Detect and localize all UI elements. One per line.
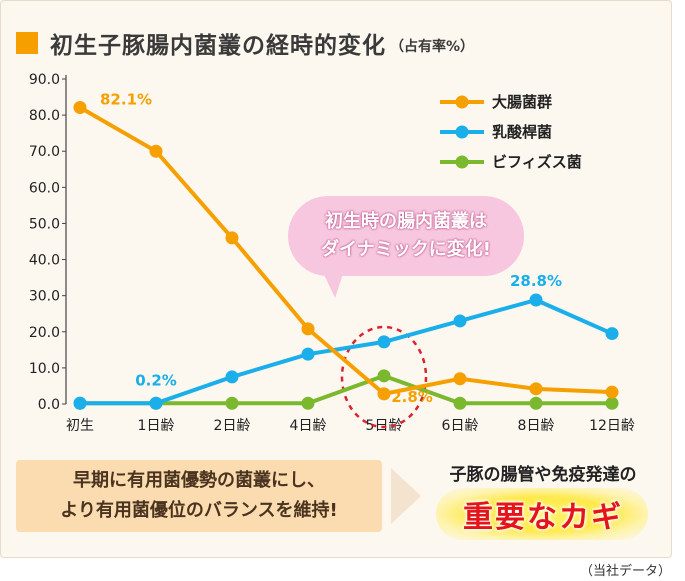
data-point	[301, 396, 315, 410]
x-tick-label: 1日齢	[138, 418, 175, 434]
title-marker-icon	[16, 32, 38, 54]
summary-line-1: 早期に有用菌優勢の菌叢にし、	[73, 470, 325, 491]
legend-marker	[455, 155, 469, 169]
chart-title: 初生子豚腸内菌叢の経時的変化	[50, 33, 386, 59]
data-point	[529, 293, 543, 307]
data-point	[73, 396, 87, 410]
legend-marker	[455, 95, 469, 109]
x-tick-label: 8日齢	[518, 418, 555, 434]
data-point	[225, 396, 239, 410]
callout-line-2: ダイナミックに変化!	[321, 239, 491, 260]
key-message: 子豚の腸管や免疫発達の 重要なカギ	[420, 456, 666, 546]
legend-marker	[455, 125, 469, 139]
series-line	[79, 105, 613, 396]
x-tick-label: 12日齢	[589, 418, 635, 434]
summary-box: 早期に有用菌優勢の菌叢にし、 より有用菌優位のバランスを維持!	[16, 460, 382, 532]
y-tick-label: 50.0	[29, 216, 60, 232]
data-point	[149, 144, 163, 158]
data-label: 28.8%	[510, 272, 562, 290]
y-tick-label: 40.0	[29, 253, 60, 269]
x-tick-label: 4日齢	[290, 418, 327, 434]
y-tick-label: 10.0	[29, 361, 60, 377]
callout-bubble: 初生時の腸内菌叢は ダイナミックに変化!	[288, 196, 524, 276]
data-label: 0.2%	[135, 371, 177, 389]
data-label: 2.8%	[391, 388, 433, 406]
y-tick-label: 90.0	[29, 72, 60, 88]
y-tick-label: 0.0	[38, 397, 60, 413]
data-point	[301, 347, 315, 361]
data-point	[377, 335, 391, 349]
data-point	[605, 396, 619, 410]
data-point	[529, 396, 543, 410]
data-point	[453, 372, 467, 386]
series-line	[80, 298, 613, 406]
x-tick-label: 2日齢	[214, 418, 251, 434]
data-point	[453, 396, 467, 410]
data-label: 82.1%	[100, 91, 152, 109]
data-point	[225, 231, 239, 245]
legend-label: 乳酸桿菌	[492, 123, 552, 141]
y-tick-label: 20.0	[29, 325, 60, 341]
data-point	[605, 385, 619, 399]
key-main-text: 重要なカギ	[463, 500, 623, 535]
data-point	[529, 382, 543, 396]
chart-subtitle: （占有率%）	[390, 39, 475, 55]
chart-header: 初生子豚腸内菌叢の経時的変化 （占有率%）	[16, 26, 474, 60]
data-point	[225, 370, 239, 384]
data-point	[73, 101, 87, 115]
arrow-right-icon	[391, 468, 421, 524]
source-note: （当社データ）	[579, 564, 671, 579]
callout-line-1: 初生時の腸内菌叢は	[325, 211, 487, 232]
data-point	[605, 327, 619, 341]
data-point	[377, 369, 391, 383]
x-tick-label: 初生	[66, 417, 94, 434]
y-tick-label: 80.0	[29, 108, 60, 124]
data-point	[453, 314, 467, 328]
legend-label: ビフィズス菌	[492, 153, 582, 171]
series-line	[80, 373, 612, 406]
highlight-ellipse	[340, 325, 428, 429]
x-tick-label: 6日齢	[442, 418, 479, 434]
legend-label: 大腸菌群	[492, 93, 552, 111]
key-highlight-glow	[436, 488, 648, 540]
data-point	[377, 387, 391, 401]
data-point	[149, 396, 163, 410]
key-subtitle: 子豚の腸管や免疫発達の	[449, 465, 637, 485]
y-tick-label: 60.0	[29, 180, 60, 196]
summary-line-2: より有用菌優位のバランスを維持!	[60, 500, 338, 521]
data-point	[301, 322, 315, 336]
y-tick-label: 70.0	[29, 144, 60, 160]
y-tick-label: 30.0	[29, 289, 60, 305]
